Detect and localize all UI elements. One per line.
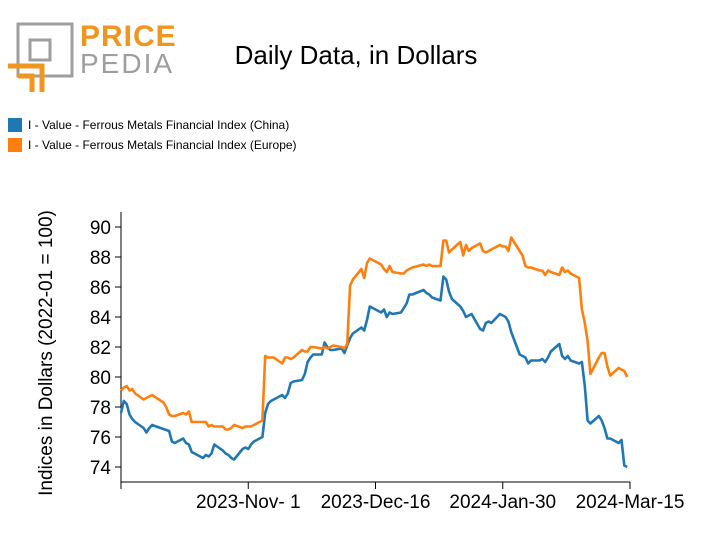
x-tick-label-2: 2023-Dec-16 [321,492,431,513]
logo-text-price: PRICE [80,20,177,53]
y-tick-label-82: 82 [90,338,111,359]
pricepedia-logo [8,22,168,94]
logo-text-pedia: PEDIA [80,48,175,79]
y-tick-label-84: 84 [90,308,112,329]
y-tick-label-76: 76 [90,428,111,449]
y-tick-label-80: 80 [90,368,111,389]
logo-mark [8,22,74,92]
y-tick-label-78: 78 [90,398,111,419]
y-tick-label-90: 90 [90,218,111,239]
x-tick-label-3: 2024-Jan-30 [449,492,556,513]
series-line-china [119,275,628,469]
x-tick-label-1: 2023-Nov- 1 [196,492,301,513]
y-tick-label-74: 74 [90,458,112,479]
chart-title: Daily Data, in Dollars [234,40,478,70]
y-tick-label-88: 88 [90,248,111,269]
legend-label-china: I - Value - Ferrous Metals Financial Ind… [28,118,290,132]
y-axis-label: Indices in Dollars (2022-01 = 100) [36,210,57,496]
y-tick-label-86: 86 [90,278,111,299]
legend-item-china: I - Value - Ferrous Metals Financial Ind… [8,118,289,132]
chart-title-wrap: Daily Data, in Dollars [0,40,712,71]
legend-swatch-china [8,118,22,132]
legend-swatch-europe [8,138,22,152]
x-tick-label-4: 2024-Mar-15 [576,492,685,513]
series-line-europe [120,236,629,431]
legend-item-europe: I - Value - Ferrous Metals Financial Ind… [8,138,297,152]
legend-label-europe: I - Value - Ferrous Metals Financial Ind… [28,138,297,152]
